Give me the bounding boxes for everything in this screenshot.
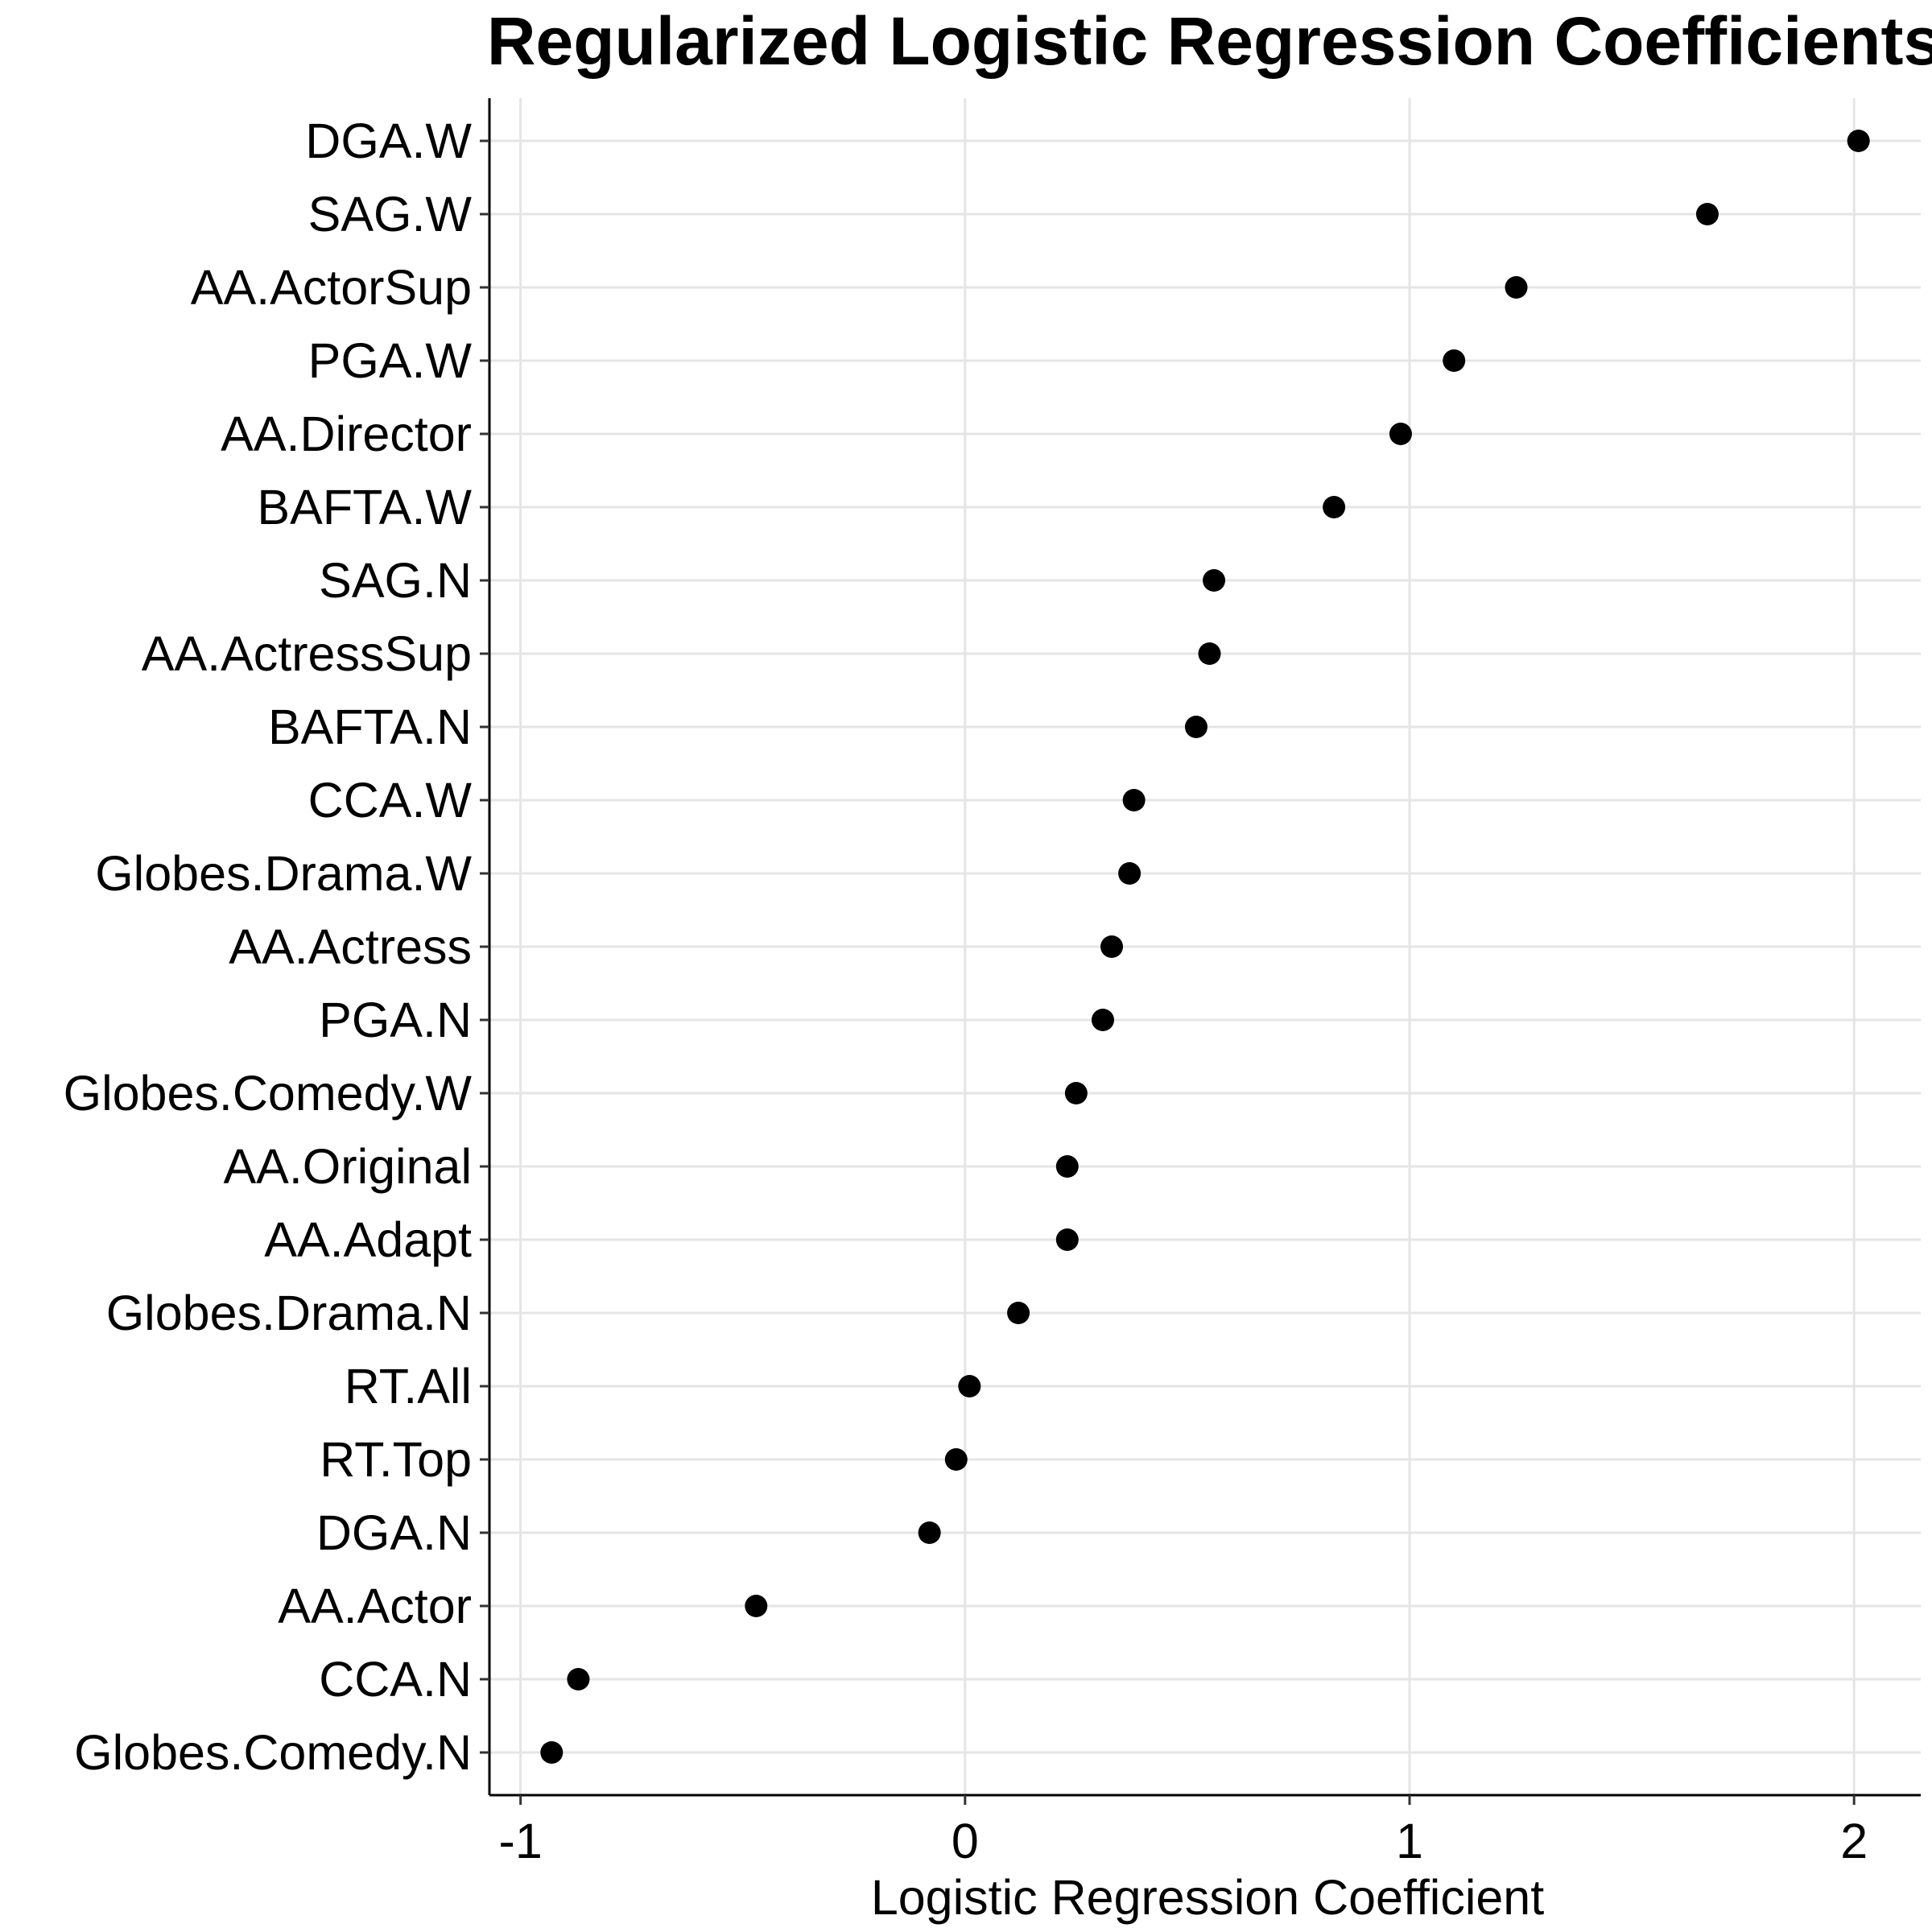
data-point (1007, 1302, 1030, 1324)
y-tick-label: AA.Original (223, 1139, 472, 1194)
data-point (1092, 1009, 1114, 1031)
y-tick-label: BAFTA.N (268, 700, 472, 754)
y-tick-label: CCA.W (308, 773, 473, 828)
x-tick-label: 0 (952, 1814, 979, 1868)
data-point (1505, 276, 1528, 299)
data-point (958, 1375, 981, 1397)
y-tick-label: RT.All (345, 1359, 472, 1414)
y-tick-label: CCA.N (319, 1652, 472, 1707)
data-point (1122, 789, 1146, 811)
y-tick-label: AA.Adapt (264, 1212, 472, 1267)
points-layer (540, 130, 1870, 1764)
data-point (944, 1448, 968, 1471)
y-tick-label: Globes.Drama.N (106, 1286, 472, 1340)
data-point (918, 1521, 941, 1544)
axis-layer (480, 98, 1921, 1805)
y-tick-label: DGA.N (316, 1505, 472, 1560)
data-point (1100, 935, 1124, 958)
x-tick-labels: -1 0 1 2 (499, 1814, 1868, 1868)
data-point (1118, 862, 1141, 885)
data-point (1055, 1228, 1079, 1251)
data-point (1055, 1155, 1079, 1178)
y-tick-label: AA.ActorSup (191, 260, 472, 315)
x-tick-label: 1 (1396, 1814, 1423, 1868)
chart-title: Regularized Logistic Regression Coeffici… (487, 3, 1932, 79)
data-point (1184, 716, 1208, 738)
y-tick-label: AA.Actress (229, 919, 472, 974)
data-point (1203, 569, 1226, 592)
y-tick-label: Globes.Comedy.N (74, 1725, 472, 1780)
data-point (1389, 423, 1412, 445)
y-tick-label: PGA.W (308, 333, 473, 388)
data-point (540, 1741, 564, 1764)
y-tick-label: PGA.N (319, 993, 472, 1047)
y-tick-label: SAG.W (308, 187, 473, 242)
y-tick-label: Globes.Comedy.W (64, 1066, 473, 1121)
data-point (1323, 496, 1346, 518)
x-tick-label: 2 (1840, 1814, 1868, 1868)
y-tick-label: BAFTA.W (257, 480, 472, 535)
y-tick-label: AA.ActressSup (142, 626, 472, 681)
grid-layer (489, 98, 1921, 1795)
data-point (1064, 1082, 1088, 1104)
y-tick-label: DGA.W (305, 114, 472, 168)
data-point (1443, 349, 1466, 372)
y-tick-label: RT.Top (320, 1432, 472, 1487)
data-point (567, 1668, 590, 1690)
data-point (1695, 203, 1719, 225)
data-point (745, 1595, 768, 1617)
x-axis-title: Logistic Regression Coefficient (871, 1870, 1544, 1925)
data-point (1847, 130, 1870, 152)
y-tick-label: AA.Actor (278, 1579, 472, 1633)
y-tick-label: AA.Director (221, 407, 472, 461)
y-tick-labels: DGA.W SAG.W AA.ActorSup PGA.W AA.Director BAF… (64, 114, 473, 1780)
x-tick-label: -1 (499, 1814, 543, 1868)
data-point (1198, 642, 1221, 665)
y-tick-label: Globes.Drama.W (95, 846, 472, 901)
y-tick-label: SAG.N (319, 553, 472, 608)
